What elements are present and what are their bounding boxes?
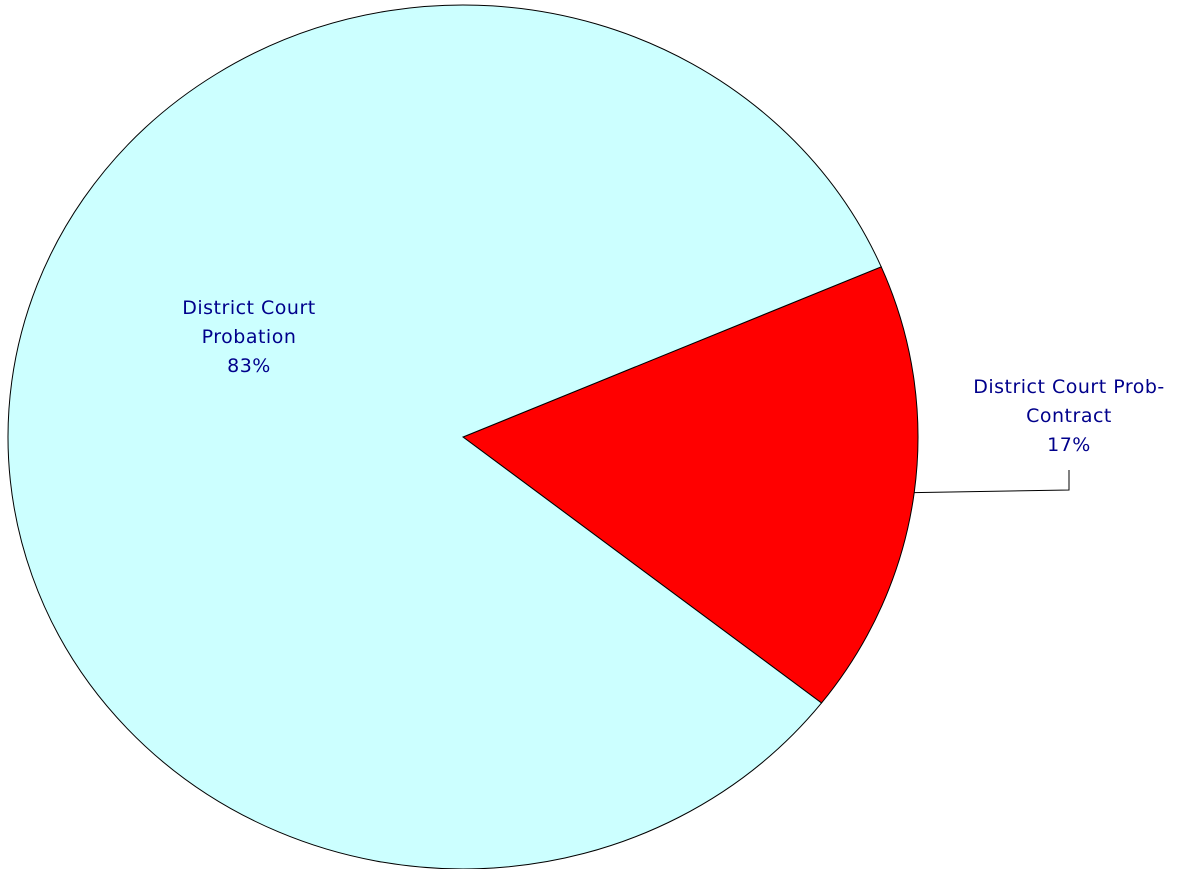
slice-labels: District Court Probation 83%District Court…: [182, 297, 1165, 456]
leader-line-prob-contract: [914, 470, 1070, 494]
percent-label: 17%: [1047, 434, 1091, 456]
label-district-court-prob-contract: District Court Prob- Contract 17%: [973, 376, 1165, 456]
label-district-court-probation: District Court Probation 83%: [182, 297, 315, 377]
label-line: District Court: [182, 297, 315, 319]
pie-slices: [7, 4, 919, 869]
label-line: Contract: [1026, 405, 1112, 427]
pie-slice-district-court-probation: [7, 4, 882, 869]
leader-lines: [914, 470, 1070, 494]
label-line: District Court Prob-: [973, 376, 1165, 398]
label-line: Probation: [202, 326, 297, 348]
percent-label: 83%: [227, 355, 271, 377]
